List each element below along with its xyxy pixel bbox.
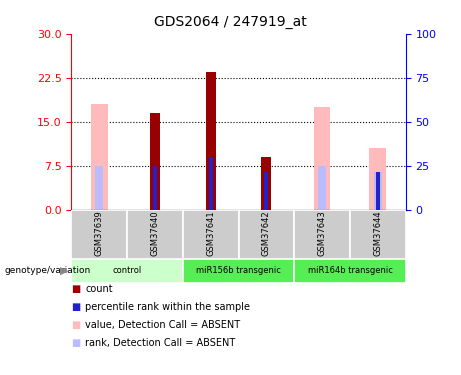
Bar <box>318 166 326 210</box>
Bar <box>91 104 108 210</box>
Bar <box>376 172 380 210</box>
Text: GSM37640: GSM37640 <box>150 211 160 256</box>
Bar <box>350 210 406 259</box>
Text: GSM37642: GSM37642 <box>262 211 271 256</box>
Bar <box>150 113 160 210</box>
Bar <box>265 172 268 210</box>
Text: ■: ■ <box>71 338 81 348</box>
Text: GSM37639: GSM37639 <box>95 210 104 256</box>
Bar <box>183 210 238 259</box>
Bar <box>294 259 406 283</box>
Bar <box>209 157 213 210</box>
Bar <box>206 72 216 210</box>
Text: miR156b transgenic: miR156b transgenic <box>196 266 281 275</box>
Bar <box>183 259 294 283</box>
Bar <box>238 210 294 259</box>
Text: value, Detection Call = ABSENT: value, Detection Call = ABSENT <box>85 320 240 330</box>
Bar <box>71 210 127 259</box>
Bar <box>369 148 386 210</box>
Text: GSM37641: GSM37641 <box>206 211 215 256</box>
Text: percentile rank within the sample: percentile rank within the sample <box>85 302 250 312</box>
Text: genotype/variation: genotype/variation <box>5 266 91 275</box>
Bar <box>95 166 103 210</box>
Text: ■: ■ <box>71 284 81 294</box>
Bar <box>314 107 331 210</box>
Text: ▶: ▶ <box>60 266 68 276</box>
Bar <box>374 172 382 210</box>
Text: GSM37643: GSM37643 <box>318 210 327 256</box>
Bar <box>261 157 272 210</box>
Text: rank, Detection Call = ABSENT: rank, Detection Call = ABSENT <box>85 338 236 348</box>
Bar <box>127 210 183 259</box>
Text: ■: ■ <box>71 320 81 330</box>
Text: count: count <box>85 284 113 294</box>
Text: ■: ■ <box>71 302 81 312</box>
Text: GDS2064 / 247919_at: GDS2064 / 247919_at <box>154 15 307 29</box>
Text: GSM37644: GSM37644 <box>373 211 382 256</box>
Bar <box>71 259 183 283</box>
Bar <box>153 166 157 210</box>
Bar <box>294 210 350 259</box>
Text: control: control <box>112 266 142 275</box>
Text: miR164b transgenic: miR164b transgenic <box>307 266 392 275</box>
